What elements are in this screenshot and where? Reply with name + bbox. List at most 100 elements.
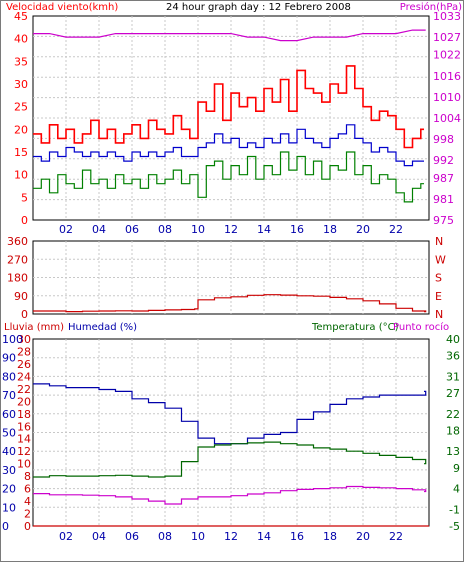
hour-tick-bottom-18: 18 [323,530,337,543]
humidity-tick-80: 80 [2,370,16,383]
rain-tick-12: 12 [17,445,31,458]
compass-label-3: E [435,290,442,303]
hour-tick-top-18: 18 [323,223,337,236]
wind-tick-10: 10 [14,169,28,182]
rain-tick-28: 28 [17,345,31,358]
hour-tick-top-02: 02 [59,223,73,236]
pressure-axis-label: Presión(hPa) [400,1,462,13]
hour-tick-bottom-14: 14 [257,530,271,543]
pressure-ticks: 975 981 987 992 998 1004 1010 1016 1022 1027 1033 [433,10,461,227]
temperature-tick-27: 27 [446,387,460,400]
rain-axis-label: Lluvia (mm) [4,322,64,333]
hour-tick-bottom-22: 22 [389,530,403,543]
panel-wind-pressure-series [33,29,426,203]
humidity-tick-100: 100 [2,333,23,346]
compass-label-4: N [435,308,443,321]
temperature-tick-4: 4 [453,483,460,496]
humidity-tick-20: 20 [2,483,16,496]
hour-tick-bottom-06: 06 [125,530,139,543]
hour-tick-top-04: 04 [92,223,106,236]
wind-speed-ticks: 0 5 10 15 20 25 30 35 40 45 [14,10,28,227]
humidity-axis-label: Humedad (%) [68,322,137,333]
hour-tick-top-20: 20 [356,223,370,236]
humidity-tick-60: 60 [2,408,16,421]
temperature-tick--5: -5 [449,520,460,533]
hour-tick-top-08: 08 [158,223,172,236]
wind-direction-ticks: 0 90 180 270 360 [7,235,28,321]
panel-rain-humidity-temp-series [33,383,429,527]
rain-tick-24: 24 [17,370,31,383]
hour-tick-bottom-16: 16 [290,530,304,543]
wind-axis-label: Velocidad viento(kmh) [6,2,118,13]
rain-tick-10: 10 [17,458,31,471]
direction-tick-270: 270 [7,253,28,266]
rain-tick-16: 16 [17,420,31,433]
hour-tick-bottom-04: 04 [92,530,106,543]
hour-tick-bottom-10: 10 [191,530,205,543]
humidity-tick-10: 10 [2,501,16,514]
chart-title: 24 hour graph day : 12 Febrero 2008 [166,2,351,13]
humidity-tick-70: 70 [2,389,16,402]
rain-tick-0: 0 [24,520,31,533]
wind-tick-5: 5 [21,191,28,204]
rain-tick-30: 30 [17,333,31,346]
wind-tick-0: 0 [21,214,28,227]
panel-wind-pressure-hour-ticks: 02 04 06 08 10 12 14 16 18 20 22 [59,223,403,236]
humidity-tick-30: 30 [2,464,16,477]
pressure-tick-975: 975 [433,214,454,227]
series-line-punto-roc-o [33,485,427,505]
hour-tick-top-06: 06 [125,223,139,236]
hour-tick-top-14: 14 [257,223,271,236]
rain-tick-4: 4 [24,495,31,508]
direction-tick-180: 180 [7,272,28,285]
hour-tick-top-12: 12 [224,223,238,236]
hour-tick-top-22: 22 [389,223,403,236]
hour-tick-top-10: 10 [191,223,205,236]
pressure-tick-981: 981 [433,193,454,206]
temperature-tick-9: 9 [453,462,460,475]
compass-label-2: S [435,272,442,285]
humidity-ticks: 0 10 20 30 40 50 60 70 80 90 100 [2,333,23,533]
rain-tick-14: 14 [17,433,31,446]
series-line-presi-n [33,29,426,42]
direction-tick-90: 90 [14,290,28,303]
pressure-tick-1016: 1016 [433,70,461,83]
panel-wind-direction-grid [33,241,429,314]
wind-tick-15: 15 [14,146,28,159]
rain-tick-8: 8 [24,470,31,483]
hour-tick-bottom-02: 02 [59,530,73,543]
temperature-axis-label: Temperatura (°C) [311,322,399,333]
series-line-wind-direction [33,294,427,313]
series-line-rachas [33,65,424,149]
humidity-tick-50: 50 [2,427,16,440]
temperature-tick-18: 18 [446,424,460,437]
temperature-ticks: -5 -1 4 9 13 18 22 27 31 36 40 [446,333,460,533]
wind-tick-25: 25 [14,101,28,114]
series-line-viento [33,151,424,203]
compass-label-1: W [435,253,446,266]
temperature-tick-31: 31 [446,370,460,383]
hour-tick-bottom-20: 20 [356,530,370,543]
wind-tick-45: 45 [14,10,28,23]
rain-tick-18: 18 [17,408,31,421]
rain-tick-2: 2 [24,508,31,521]
temperature-tick--1: -1 [449,503,460,516]
series-line-velocidad-media [33,124,424,167]
pressure-tick-1033: 1033 [433,10,461,23]
temperature-tick-22: 22 [446,408,460,421]
compass-label-0: N [435,235,443,248]
panel-rain-humidity-temp-hour-ticks: 02 04 06 08 10 12 14 16 18 20 22 [59,530,403,543]
humidity-tick-0: 0 [2,520,9,533]
rain-tick-6: 6 [24,483,31,496]
humidity-tick-40: 40 [2,445,16,458]
rain-tick-20: 20 [17,395,31,408]
dew-point-axis-label: Punto rocío [393,321,449,333]
wind-tick-40: 40 [14,33,28,46]
hour-tick-bottom-08: 08 [158,530,172,543]
hour-tick-top-16: 16 [290,223,304,236]
panel-rain-humidity-temp: Lluvia (mm) Humedad (%) Temperatura (°C)… [2,321,460,543]
